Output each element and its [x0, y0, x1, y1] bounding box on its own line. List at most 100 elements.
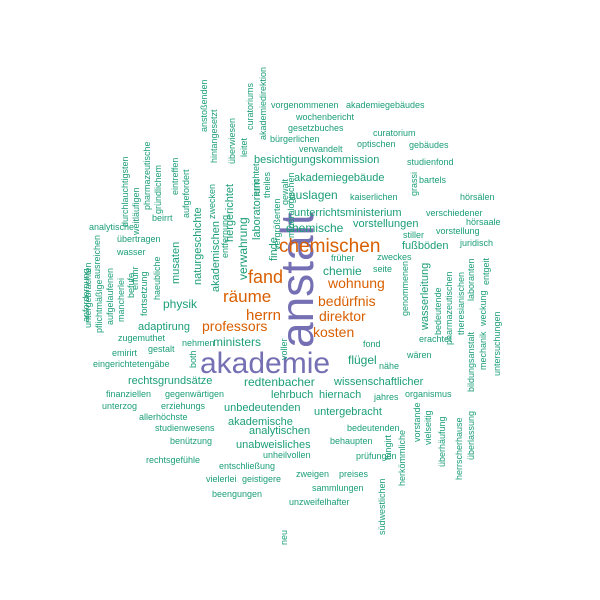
word: unterrichtsministerium: [294, 207, 402, 219]
word: analytischen: [249, 425, 310, 437]
word: hiernach: [319, 389, 361, 401]
word: unabweisliches: [236, 439, 311, 451]
word: allerhöchste: [139, 412, 188, 422]
word: mineralogischen: [286, 172, 296, 238]
word: akademischen: [210, 221, 222, 292]
word: besichtigungskommission: [254, 154, 379, 166]
word: chemischen: [279, 236, 380, 257]
word: übertragen: [117, 234, 161, 244]
word: curatorium: [373, 128, 416, 138]
word: entschließung: [219, 461, 275, 471]
word: unterzog: [102, 401, 137, 411]
word: anstalt: [271, 212, 323, 348]
word: gründlichem: [153, 165, 163, 214]
word: wohnung: [327, 275, 385, 291]
word: studienwesens: [155, 423, 215, 433]
word: kaiserlichen: [350, 192, 398, 202]
word: verwahrung: [236, 217, 250, 280]
word: vergrößerten: [272, 198, 282, 250]
word: südwestlichen: [377, 478, 387, 535]
word: hintangesetzt: [209, 109, 219, 163]
word: zugemuthet: [118, 333, 166, 343]
word: herrn: [246, 307, 281, 324]
word: beirrt: [152, 213, 173, 223]
word: leitet: [239, 137, 249, 157]
word: weitläufigen: [131, 187, 141, 236]
word: unbedeutenden: [224, 402, 300, 414]
word: studienfond: [407, 157, 454, 167]
word: geistigere: [242, 474, 281, 484]
word: vorgenommenen: [271, 100, 339, 110]
word: physik: [163, 297, 198, 311]
word: wären: [406, 350, 432, 360]
word: adaptirung: [138, 321, 190, 333]
word: erfuhr: [130, 266, 140, 290]
word: verschiedener: [426, 208, 483, 218]
word: pharmazeutischen: [444, 271, 454, 345]
word: hörsälen: [460, 192, 495, 202]
word: professors: [202, 318, 267, 334]
word: bildungsanstalt: [466, 331, 476, 392]
word: emirirt: [112, 348, 137, 358]
word: untersuchungen: [492, 311, 502, 376]
word: finanziellen: [106, 389, 151, 399]
word: haeubliche: [152, 256, 162, 300]
word: fand: [248, 267, 283, 287]
word: laboratorium: [251, 179, 263, 240]
word: vorstande: [412, 402, 422, 442]
word: unheilvollen: [263, 450, 311, 460]
word: stiller: [403, 230, 424, 240]
word: wissenschaftlicher: [333, 376, 424, 388]
word: laboranten: [466, 258, 476, 301]
word: kosten: [313, 324, 354, 340]
word: juridisch: [459, 238, 493, 248]
word: wochenbericht: [295, 112, 355, 122]
word: entgeit: [481, 257, 491, 285]
word: bartels: [419, 175, 447, 185]
word: vielerlei: [206, 474, 237, 484]
word: eingerichtetengäbe: [93, 359, 170, 369]
word: bürgerlichen: [270, 134, 320, 144]
word: auslagen: [289, 188, 338, 202]
word: tungirt: [383, 434, 393, 460]
word: analytische: [89, 222, 134, 232]
word: akademiedirektion: [258, 67, 268, 140]
word: redtenbacher: [244, 375, 315, 389]
word: entfernung: [220, 215, 230, 258]
word: naturgeschichte: [192, 207, 204, 285]
word: wasserleitung: [419, 263, 431, 331]
word: optischen: [357, 139, 396, 149]
word: herrscherhause: [454, 417, 464, 480]
word: anfordernung: [81, 268, 91, 322]
word: ausreichen: [92, 235, 102, 279]
word: zweckes: [377, 252, 412, 262]
word: beengungen: [212, 489, 262, 499]
word: gestalt: [148, 344, 175, 354]
word: fortsetzung: [139, 271, 149, 316]
word: aufgefordert: [181, 169, 191, 218]
word: räume: [223, 287, 271, 306]
word: nehmen: [182, 338, 215, 348]
word: grassi: [409, 172, 419, 196]
word: früher: [331, 253, 355, 263]
word: vorstellungen: [353, 218, 418, 230]
word: organismus: [405, 389, 452, 399]
word: herkömmliche: [397, 430, 407, 486]
word: akademiegebäude: [294, 172, 385, 184]
word: gewalt: [280, 178, 290, 205]
word: theresianischen: [456, 272, 466, 335]
word: überwiesen: [227, 118, 237, 164]
word: both: [188, 350, 198, 368]
word: flügel: [348, 353, 377, 367]
word: bedeutende: [433, 287, 443, 335]
word: vorstellung: [436, 226, 480, 236]
word: akademiegebäudes: [346, 100, 425, 110]
word: mancherlei: [116, 278, 126, 322]
word: direktor: [319, 308, 366, 324]
word: verwandelt: [299, 144, 343, 154]
word: musaten: [170, 242, 182, 284]
word: voller: [279, 338, 289, 360]
word: zwecken: [207, 184, 217, 219]
